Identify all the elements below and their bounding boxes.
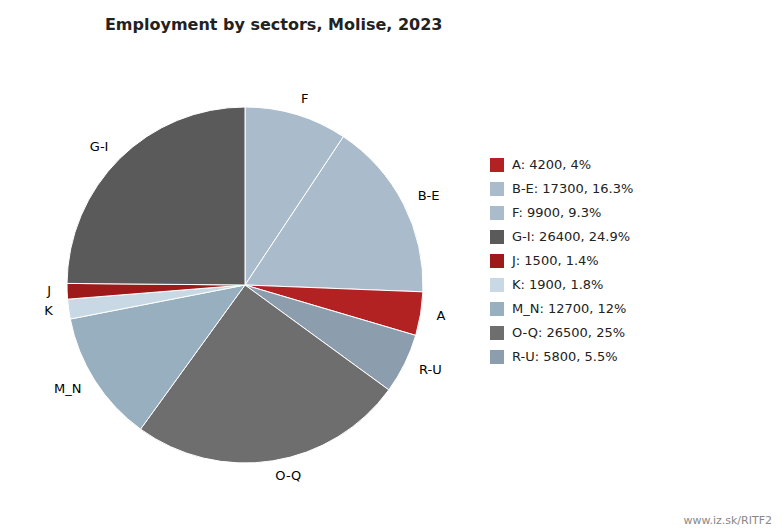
legend-swatch bbox=[490, 278, 504, 292]
legend: A: 4200, 4% B-E: 17300, 16.3% F: 9900, 9.3… bbox=[490, 157, 633, 365]
legend-label: J: 1500, 1.4% bbox=[511, 253, 599, 268]
legend-item: F: 9900, 9.3% bbox=[490, 205, 601, 221]
chart: Employment by sectors, Molise, 2023 F B-E A… bbox=[0, 0, 782, 532]
legend-swatch bbox=[490, 326, 504, 340]
legend-label: G-I: 26400, 24.9% bbox=[512, 229, 630, 244]
legend-label: F: 9900, 9.3% bbox=[512, 205, 601, 220]
legend-label: B-E: 17300, 16.3% bbox=[512, 181, 633, 196]
watermark: www.iz.sk/RITF2 bbox=[683, 514, 772, 527]
pie-slice bbox=[245, 137, 423, 292]
legend-item: R-U: 5800, 5.5% bbox=[490, 349, 618, 365]
slice-label: B-E bbox=[418, 188, 440, 203]
slice-label: J bbox=[46, 283, 51, 298]
legend-item: M_N: 12700, 12% bbox=[490, 301, 626, 317]
pie-slice bbox=[67, 283, 245, 299]
pie: F B-E A R-U O-Q M_N KJ G-I bbox=[44, 91, 445, 483]
legend-label: O-Q: 26500, 25% bbox=[512, 325, 625, 340]
title: Employment by sectors, Molise, 2023 bbox=[105, 15, 443, 34]
legend-swatch bbox=[490, 350, 504, 364]
legend-swatch bbox=[490, 158, 504, 172]
legend-swatch bbox=[490, 302, 504, 316]
slice-label: K bbox=[44, 303, 53, 318]
legend-item: G-I: 26400, 24.9% bbox=[490, 229, 630, 245]
legend-swatch bbox=[490, 182, 504, 196]
legend-label: R-U: 5800, 5.5% bbox=[512, 349, 618, 364]
legend-item: A: 4200, 4% bbox=[490, 157, 591, 173]
legend-label: K: 1900, 1.8% bbox=[512, 277, 603, 292]
legend-swatch bbox=[490, 206, 504, 220]
legend-label: A: 4200, 4% bbox=[512, 157, 591, 172]
slice-label: A bbox=[436, 308, 445, 323]
slice-label: F bbox=[301, 91, 308, 106]
legend-item: B-E: 17300, 16.3% bbox=[490, 181, 633, 197]
slice-label: O-Q bbox=[275, 468, 301, 483]
legend-item: K: 1900, 1.8% bbox=[490, 277, 603, 293]
slice-label: R-U bbox=[419, 362, 442, 377]
legend-swatch bbox=[490, 254, 504, 268]
slice-label: M_N bbox=[54, 381, 81, 396]
legend-item: J: 1500, 1.4% bbox=[490, 253, 599, 269]
legend-swatch bbox=[490, 230, 504, 244]
pie-slice bbox=[67, 107, 245, 285]
slice-label: G-I bbox=[90, 139, 109, 154]
legend-label: M_N: 12700, 12% bbox=[512, 301, 626, 316]
legend-item: O-Q: 26500, 25% bbox=[490, 325, 625, 341]
